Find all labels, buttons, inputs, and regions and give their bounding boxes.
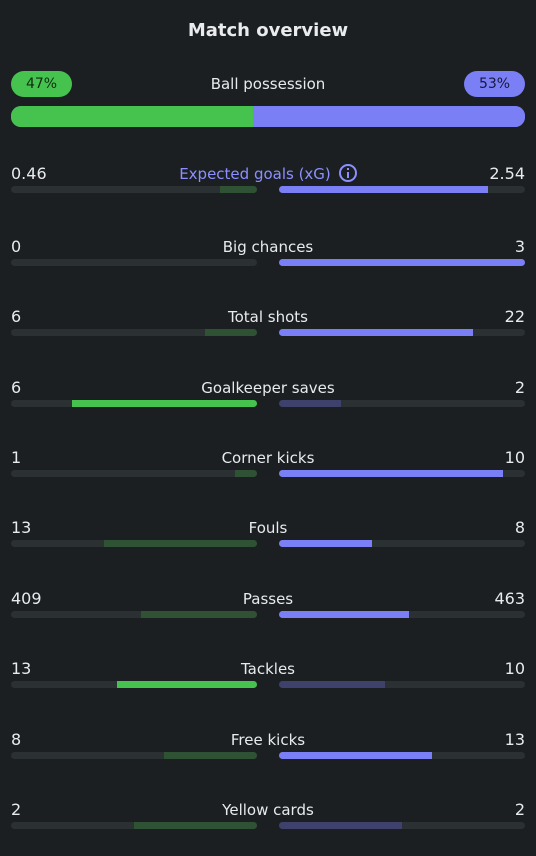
- possession-bar-away: [253, 106, 525, 127]
- home-bar-fill: [164, 752, 257, 759]
- stat-row: 0 Big chances 3: [11, 236, 525, 276]
- stat-row: 13 Tackles 10: [11, 658, 525, 698]
- away-bar-track: [279, 329, 525, 336]
- away-value: 10: [504, 659, 525, 678]
- home-bar-track: [11, 611, 257, 618]
- home-bar-fill: [104, 540, 257, 547]
- home-value: 8: [11, 730, 22, 749]
- home-bar-fill: [205, 329, 257, 336]
- stat-label: Yellow cards: [11, 799, 525, 821]
- home-value: 13: [11, 518, 32, 537]
- stat-label-text: Fouls: [248, 519, 288, 537]
- away-value: 3: [514, 237, 525, 256]
- away-bar-track: [279, 540, 525, 547]
- stat-row: 6 Total shots 22: [11, 306, 525, 346]
- possession-bar-home: [11, 106, 253, 127]
- away-bar-track: [279, 400, 525, 407]
- home-bar-fill: [235, 470, 257, 477]
- away-bar-fill: [279, 611, 409, 618]
- stat-label-text: Corner kicks: [221, 449, 315, 467]
- home-bar-track: [11, 259, 257, 266]
- home-value: 13: [11, 659, 32, 678]
- away-bar-track: [279, 681, 525, 688]
- home-value: 6: [11, 378, 22, 397]
- stat-label-text: Free kicks: [230, 731, 306, 749]
- away-bar-track: [279, 752, 525, 759]
- home-value: 2: [11, 800, 22, 819]
- stat-label-text: Expected goals (xG): [179, 165, 331, 183]
- away-bar-fill: [279, 540, 372, 547]
- stat-row: 409 Passes 463: [11, 588, 525, 628]
- away-bar-fill: [279, 400, 341, 407]
- away-bar-track: [279, 259, 525, 266]
- away-value: 13: [504, 730, 525, 749]
- away-bar-track: [279, 611, 525, 618]
- away-bar-fill: [279, 822, 402, 829]
- away-value: 2: [514, 378, 525, 397]
- stat-row: 6 Goalkeeper saves 2: [11, 377, 525, 417]
- away-bar-track: [279, 186, 525, 193]
- away-bar-fill: [279, 681, 385, 688]
- home-bar-track: [11, 540, 257, 547]
- stat-label: Total shots: [11, 306, 525, 328]
- stat-label-text: Passes: [242, 590, 294, 608]
- panel-title: Match overview: [187, 20, 349, 41]
- home-bar-fill: [134, 822, 257, 829]
- away-value: 463: [494, 589, 525, 608]
- away-bar-fill: [279, 259, 525, 266]
- stat-label: Passes: [11, 588, 525, 610]
- stat-label-text: Goalkeeper saves: [201, 379, 335, 397]
- stat-label-text: Big chances: [222, 238, 314, 256]
- stat-label-text: Tackles: [240, 660, 296, 678]
- away-bar-fill: [279, 752, 432, 759]
- stat-row: 2 Yellow cards 2: [11, 799, 525, 839]
- home-bar-track: [11, 400, 257, 407]
- home-bar-fill: [220, 186, 257, 193]
- home-value: 6: [11, 307, 22, 326]
- away-bar-track: [279, 470, 525, 477]
- away-value: 10: [504, 448, 525, 467]
- stat-label[interactable]: Expected goals (xG): [11, 163, 525, 185]
- away-bar-fill: [279, 470, 503, 477]
- away-value: 2: [514, 800, 525, 819]
- stat-label: Goalkeeper saves: [11, 377, 525, 399]
- possession-label: Ball possession: [210, 75, 326, 93]
- home-value: 0: [11, 237, 22, 256]
- stat-label: Tackles: [11, 658, 525, 680]
- stat-label: Fouls: [11, 517, 525, 539]
- stat-row: 8 Free kicks 13: [11, 729, 525, 769]
- stat-label-text: Yellow cards: [222, 801, 314, 819]
- stat-row: 0.46 Expected goals (xG) 2.54: [11, 163, 525, 203]
- away-value: 22: [504, 307, 525, 326]
- home-bar-track: [11, 186, 257, 193]
- home-bar-track: [11, 822, 257, 829]
- home-value: 409: [11, 589, 42, 608]
- home-bar-fill: [141, 611, 257, 618]
- away-bar-fill: [279, 329, 473, 336]
- home-bar-track: [11, 681, 257, 688]
- away-value: 8: [514, 518, 525, 537]
- away-bar-track: [279, 822, 525, 829]
- info-icon[interactable]: [338, 164, 357, 182]
- stat-row: 1 Corner kicks 10: [11, 447, 525, 487]
- stat-label: Corner kicks: [11, 447, 525, 469]
- home-bar-track: [11, 329, 257, 336]
- home-bar-fill: [72, 400, 257, 407]
- home-bar-track: [11, 752, 257, 759]
- stat-label-text: Total shots: [228, 308, 308, 326]
- home-bar-track: [11, 470, 257, 477]
- home-bar-fill: [117, 681, 257, 688]
- home-possession-badge: 47%: [11, 71, 72, 97]
- home-value: 0.46: [11, 164, 47, 183]
- away-bar-fill: [279, 186, 488, 193]
- stat-label: Free kicks: [11, 729, 525, 751]
- away-value: 2.54: [489, 164, 525, 183]
- stat-label: Big chances: [11, 236, 525, 258]
- away-possession-badge: 53%: [464, 71, 525, 97]
- stat-row: 13 Fouls 8: [11, 517, 525, 557]
- home-value: 1: [11, 448, 22, 467]
- possession-bar: [11, 106, 525, 127]
- possession-row: 47% Ball possession 53%: [11, 71, 525, 97]
